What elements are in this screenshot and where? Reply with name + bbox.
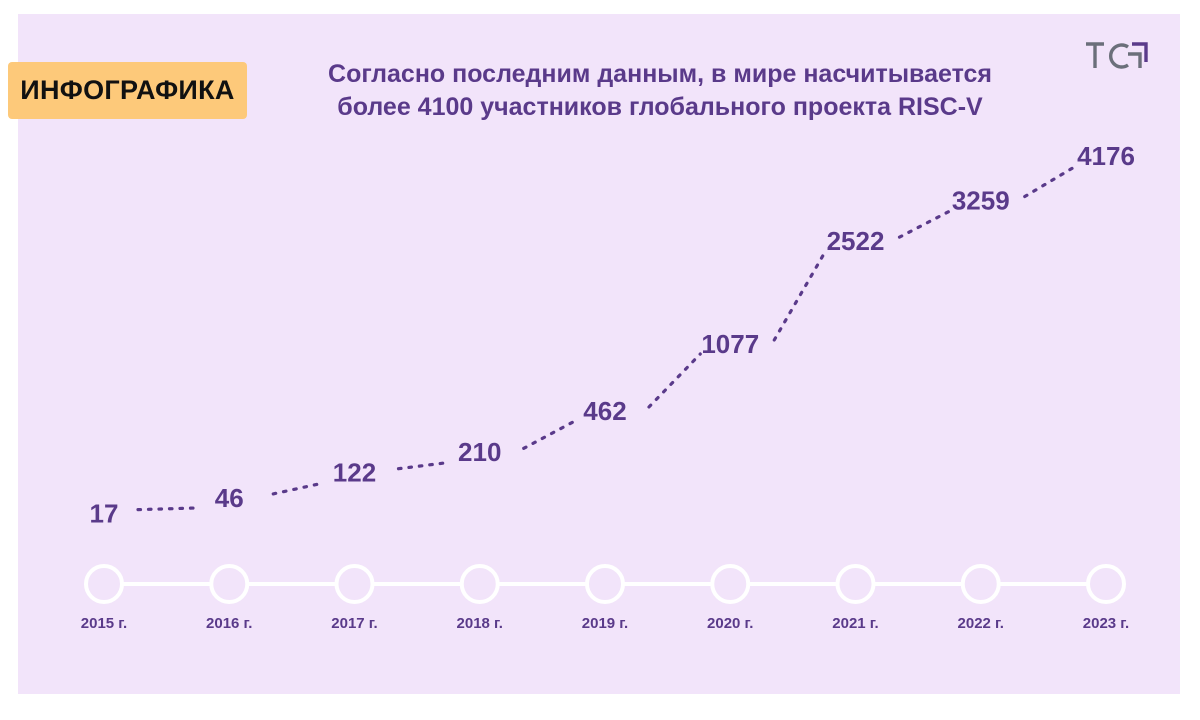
timeline (84, 564, 1126, 604)
value-label: 3259 (952, 185, 1010, 215)
value-label: 4176 (1077, 141, 1135, 171)
timeline-node (459, 564, 500, 604)
year-label: 2023 г. (1083, 615, 1129, 632)
value-label: 122 (333, 458, 376, 488)
value-label: 17 (90, 499, 119, 529)
infographic-title: Согласно последним данным, в мире насчит… (280, 58, 1040, 124)
year-label: 2020 г. (707, 615, 753, 632)
line-segment (772, 249, 828, 342)
tc-logo-icon (1086, 42, 1148, 69)
timeline-node (960, 564, 1001, 604)
line-segment (271, 481, 327, 496)
year-label: 2019 г. (582, 615, 628, 632)
timeline-node (835, 564, 876, 604)
title-line-1: Согласно последним данным, в мире насчит… (328, 60, 992, 88)
line-segment (136, 506, 201, 512)
title-line-2: более 4100 участников глобального проект… (337, 93, 983, 121)
timeline-node (84, 564, 124, 604)
year-labels: 2015 г. 2016 г. 2017 г. 2018 г. 2019 г. 2020 … (81, 615, 1129, 632)
infographic-badge: ИНФОГРАФИКА (8, 62, 247, 119)
timeline-node (585, 564, 625, 604)
value-label: 2522 (827, 226, 885, 256)
value-labels: 17 46 122 210 462 1077 2522 3259 4176 (90, 141, 1135, 529)
timeline-node (209, 564, 250, 604)
dotted-line (136, 164, 1078, 512)
year-label: 2021 г. (832, 615, 878, 632)
timeline-node (334, 564, 375, 604)
year-label: 2022 г. (958, 615, 1004, 632)
value-label: 210 (458, 437, 501, 467)
year-label: 2018 г. (457, 615, 503, 632)
line-segment (647, 352, 702, 409)
timeline-node (710, 564, 751, 604)
line-segment (1023, 164, 1078, 199)
value-label: 46 (215, 483, 244, 513)
year-label: 2016 г. (206, 615, 252, 632)
year-label: 2017 г. (331, 615, 377, 632)
line-segment (897, 208, 953, 239)
value-label: 1077 (701, 329, 759, 359)
timeline-node (1086, 564, 1126, 604)
line-segment (522, 419, 577, 450)
value-label: 462 (583, 396, 626, 426)
year-label: 2015 г. (81, 615, 127, 632)
line-segment (396, 460, 452, 471)
